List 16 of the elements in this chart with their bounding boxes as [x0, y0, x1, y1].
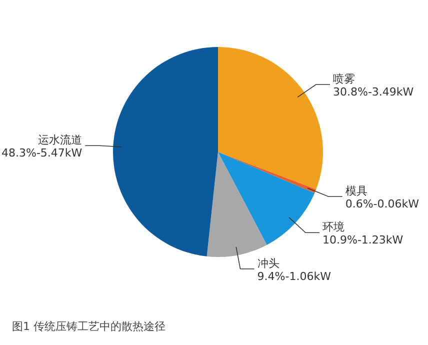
pie-slice: [206, 152, 267, 257]
pie-slice: [218, 152, 315, 245]
slice-label: 运水流道: [38, 134, 82, 147]
data-label: 30.8%-3.49kW: [333, 85, 414, 98]
slice-label: 环境: [322, 220, 345, 234]
text: 图1 传统压铸工艺中的散热途径: [12, 320, 166, 333]
pie-slice: [218, 152, 316, 194]
pie-slice: [113, 47, 218, 256]
slice-label: 冲头: [257, 256, 280, 270]
data-label: 48.3%-5.47kW: [2, 146, 82, 160]
slice-label: 喷雾: [333, 72, 355, 86]
slice-label: 模具: [345, 184, 368, 198]
data-label: 0.6%-0.06kW: [345, 198, 420, 210]
pie-slice: [218, 47, 323, 190]
data-label: 9.4%-1.06kW: [257, 270, 332, 283]
data-label: 10.9%-1.23kW: [322, 234, 404, 247]
